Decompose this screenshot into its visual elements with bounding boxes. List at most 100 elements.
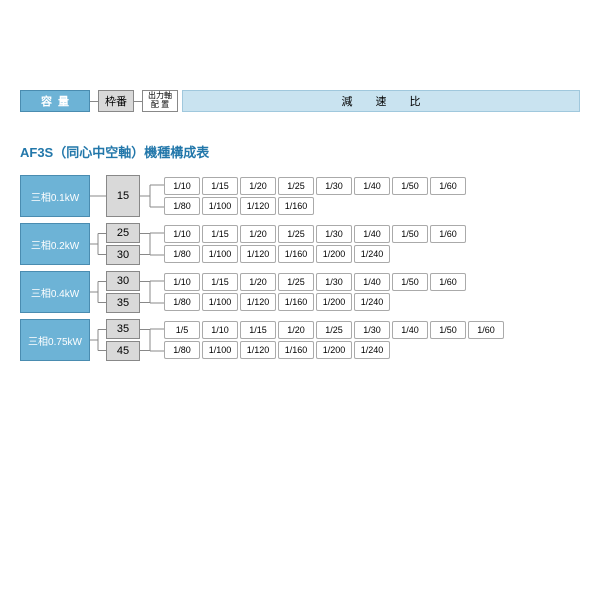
ratio-cell: 1/160 [278,197,314,215]
ratio-cell: 1/20 [240,177,276,195]
ratio-cell: 1/200 [316,293,352,311]
capacity-box: 三相0.75kW [20,319,90,361]
rows-column: 1/101/151/201/251/301/401/501/601/801/10… [164,175,466,217]
bracket [140,175,164,217]
ratio-cell: 1/30 [316,273,352,291]
ratio-cell: 1/160 [278,245,314,263]
ratio-cell: 1/25 [316,321,352,339]
ratio-cell: 1/20 [278,321,314,339]
groups-container: 三相0.1kW151/101/151/201/251/301/401/501/6… [20,175,580,361]
capacity-box: 三相0.2kW [20,223,90,265]
ratio-cell: 1/160 [278,293,314,311]
ratio-cell: 1/60 [468,321,504,339]
connector [90,271,106,313]
ratio-cell: 1/100 [202,341,238,359]
ratio-cell: 1/25 [278,273,314,291]
frame-box: 35 [106,319,140,339]
connector [134,101,142,102]
ratio-cell: 1/100 [202,245,238,263]
rows-column: 1/101/151/201/251/301/401/501/601/801/10… [164,271,466,313]
connector [90,101,98,102]
ratio-cell: 1/25 [278,225,314,243]
connector [90,175,106,217]
ratio-row: 1/101/151/201/251/301/401/501/60 [164,273,466,291]
ratio-cell: 1/80 [164,197,200,215]
connector [90,319,106,361]
ratio-cell: 1/40 [354,273,390,291]
ratio-cell: 1/15 [202,225,238,243]
ratio-cell: 1/5 [164,321,200,339]
ratio-row: 1/801/1001/1201/1601/2001/240 [164,245,466,263]
ratio-row: 1/801/1001/1201/160 [164,197,466,215]
rows-column: 1/51/101/151/201/251/301/401/501/601/801… [164,319,504,361]
legend-frame: 枠番 [98,90,134,112]
ratio-cell: 1/20 [240,273,276,291]
frames-column: 3035 [106,271,140,313]
ratio-cell: 1/50 [392,273,428,291]
ratio-cell: 1/60 [430,225,466,243]
ratio-cell: 1/10 [164,177,200,195]
ratio-cell: 1/10 [164,225,200,243]
frame-box: 25 [106,223,140,243]
legend-shaft: 出力軸 配 置 [142,90,178,112]
ratio-row: 1/101/151/201/251/301/401/501/60 [164,177,466,195]
ratio-cell: 1/240 [354,245,390,263]
bracket [140,271,164,313]
ratio-cell: 1/50 [430,321,466,339]
ratio-row: 1/101/151/201/251/301/401/501/60 [164,225,466,243]
ratio-cell: 1/80 [164,293,200,311]
ratio-row: 1/801/1001/1201/1601/2001/240 [164,293,466,311]
ratio-cell: 1/60 [430,273,466,291]
bracket [140,223,164,265]
ratio-cell: 1/240 [354,341,390,359]
ratio-cell: 1/240 [354,293,390,311]
ratio-cell: 1/15 [240,321,276,339]
legend-shaft-l2: 配 置 [151,101,169,110]
group: 三相0.1kW151/101/151/201/251/301/401/501/6… [20,175,580,217]
section-title: AF3S（同心中空軸）機種構成表 [20,142,580,161]
legend-row: 容量 枠番 出力軸 配 置 減 速 比 [20,90,580,112]
ratio-cell: 1/15 [202,177,238,195]
group: 三相0.75kW35451/51/101/151/201/251/301/401… [20,319,580,361]
rows-column: 1/101/151/201/251/301/401/501/601/801/10… [164,223,466,265]
group: 三相0.2kW25301/101/151/201/251/301/401/501… [20,223,580,265]
frame-box: 15 [106,175,140,217]
ratio-cell: 1/40 [392,321,428,339]
ratio-cell: 1/120 [240,245,276,263]
ratio-row: 1/801/1001/1201/1601/2001/240 [164,341,504,359]
ratio-cell: 1/60 [430,177,466,195]
frame-box: 30 [106,271,140,291]
frames-column: 15 [106,175,140,217]
ratio-cell: 1/80 [164,245,200,263]
connector [90,223,106,265]
group: 三相0.4kW 3035 1/101/151/201/251/301/401/501… [20,271,580,313]
ratio-cell: 1/160 [278,341,314,359]
ratio-cell: 1/200 [316,245,352,263]
ratio-cell: 1/100 [202,293,238,311]
bracket [140,319,164,361]
ratio-cell: 1/10 [202,321,238,339]
ratio-cell: 1/200 [316,341,352,359]
ratio-cell: 1/40 [354,225,390,243]
ratio-cell: 1/120 [240,197,276,215]
ratio-cell: 1/50 [392,177,428,195]
frame-box: 35 [106,293,140,313]
ratio-cell: 1/20 [240,225,276,243]
ratio-cell: 1/100 [202,197,238,215]
ratio-cell: 1/80 [164,341,200,359]
ratio-row: 1/51/101/151/201/251/301/401/501/60 [164,321,504,339]
legend-ratio: 減 速 比 [182,90,580,112]
frame-box: 45 [106,341,140,361]
ratio-cell: 1/25 [278,177,314,195]
ratio-cell: 1/30 [316,225,352,243]
ratio-cell: 1/30 [316,177,352,195]
legend-capacity: 容量 [20,90,90,112]
ratio-cell: 1/10 [164,273,200,291]
capacity-box: 三相0.4kW [20,271,90,313]
frames-column: 3545 [106,319,140,361]
ratio-cell: 1/40 [354,177,390,195]
frame-box: 30 [106,245,140,265]
ratio-cell: 1/120 [240,293,276,311]
ratio-cell: 1/50 [392,225,428,243]
ratio-cell: 1/30 [354,321,390,339]
